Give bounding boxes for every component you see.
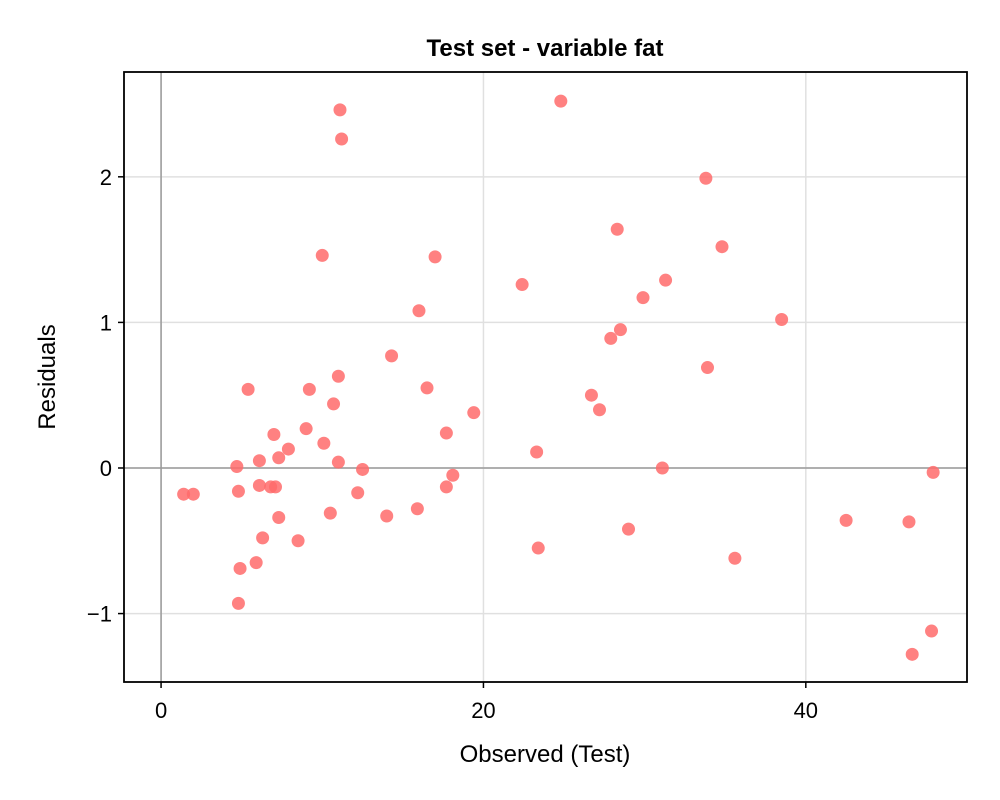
data-point xyxy=(252,478,266,492)
chart-title: Test set - variable fat xyxy=(427,35,664,62)
data-point xyxy=(467,406,481,420)
data-points xyxy=(177,94,940,661)
data-point xyxy=(439,480,453,494)
data-point xyxy=(839,513,853,527)
data-point xyxy=(380,509,394,523)
data-point xyxy=(446,468,460,482)
data-point xyxy=(317,436,331,450)
x-tick-label: 0 xyxy=(155,698,167,723)
data-point xyxy=(331,369,345,383)
data-point xyxy=(351,486,365,500)
data-point xyxy=(613,323,627,337)
data-point xyxy=(700,361,714,375)
data-point xyxy=(659,273,673,287)
data-point xyxy=(531,541,545,555)
data-point xyxy=(241,382,255,396)
data-point xyxy=(233,561,247,575)
data-point xyxy=(331,455,345,469)
data-point xyxy=(428,250,442,264)
data-point xyxy=(302,382,316,396)
data-point xyxy=(439,426,453,440)
y-tick-label: 0 xyxy=(100,456,112,481)
data-point xyxy=(356,462,370,476)
x-tick-label: 20 xyxy=(471,698,495,723)
y-tick-label: 2 xyxy=(100,165,112,190)
y-tick-label: 1 xyxy=(100,310,112,335)
data-point xyxy=(252,454,266,468)
data-point xyxy=(905,647,919,661)
data-point xyxy=(231,596,245,610)
data-point xyxy=(636,291,650,305)
reference-lines xyxy=(124,72,967,682)
data-point xyxy=(515,278,529,292)
data-point xyxy=(902,515,916,529)
data-point xyxy=(410,502,424,516)
data-point xyxy=(775,312,789,326)
data-point xyxy=(230,460,244,474)
data-point xyxy=(186,487,200,501)
data-point xyxy=(281,442,295,456)
data-point xyxy=(267,428,281,442)
data-point xyxy=(385,349,399,363)
data-point xyxy=(925,624,939,638)
y-axis-label: Residuals xyxy=(34,324,61,429)
data-point xyxy=(420,381,434,395)
data-point xyxy=(592,403,606,417)
axis-ticks: 0 20 40 −1 0 1 2 xyxy=(87,165,818,723)
data-point xyxy=(622,522,636,536)
data-point xyxy=(926,465,940,479)
x-axis-label: Observed (Test) xyxy=(460,741,631,768)
data-point xyxy=(610,222,624,236)
data-point xyxy=(584,388,598,402)
data-point xyxy=(272,451,286,465)
data-point xyxy=(231,484,245,498)
x-tick-label: 40 xyxy=(794,698,818,723)
data-point xyxy=(315,248,329,262)
y-tick-label: −1 xyxy=(87,602,112,627)
data-point xyxy=(249,556,263,570)
data-point xyxy=(272,510,286,524)
data-point xyxy=(299,422,313,436)
data-point xyxy=(269,480,283,494)
grid-lines xyxy=(124,72,967,682)
data-point xyxy=(699,171,713,185)
data-point xyxy=(335,132,349,146)
data-point xyxy=(333,103,347,117)
data-point xyxy=(554,94,568,108)
data-point xyxy=(715,240,729,254)
data-point xyxy=(177,487,191,501)
data-point xyxy=(323,506,337,520)
data-point xyxy=(728,551,742,565)
data-point xyxy=(530,445,544,459)
data-point xyxy=(291,534,305,548)
data-point xyxy=(604,331,618,345)
data-point xyxy=(327,397,341,411)
data-point xyxy=(256,531,270,545)
plot-frame xyxy=(123,71,968,683)
data-point xyxy=(412,304,426,318)
data-point xyxy=(655,461,669,475)
